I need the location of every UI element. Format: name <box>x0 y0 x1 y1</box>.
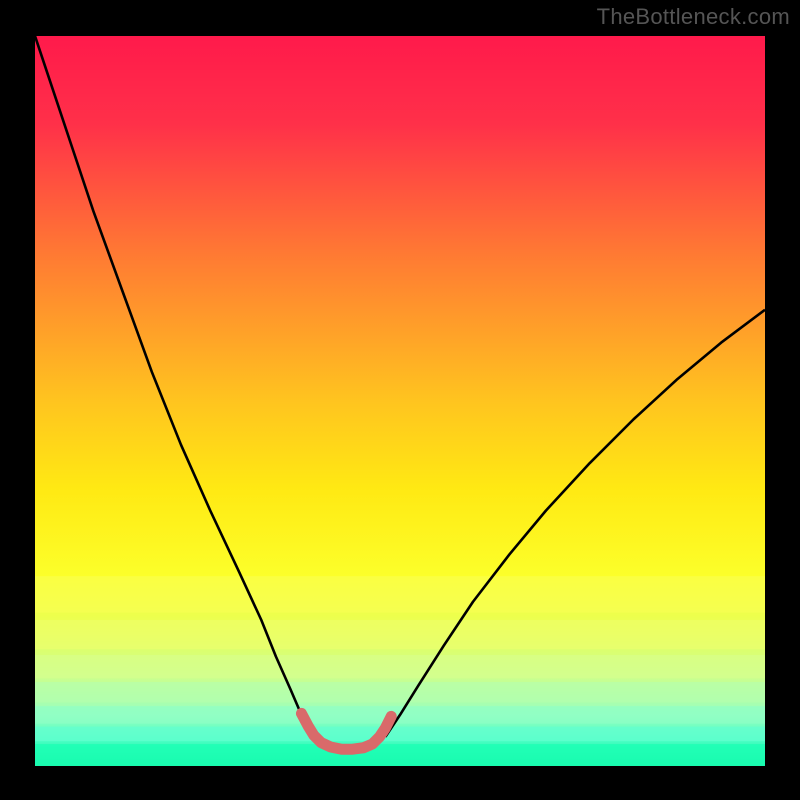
series-left-curve <box>35 36 312 737</box>
series-bottom-highlight <box>301 713 391 749</box>
watermark-text: TheBottleneck.com <box>597 4 790 30</box>
curves-layer <box>35 36 765 766</box>
chart-outer-frame: TheBottleneck.com <box>0 0 800 800</box>
plot-area <box>35 36 765 766</box>
series-right-curve <box>385 310 765 737</box>
